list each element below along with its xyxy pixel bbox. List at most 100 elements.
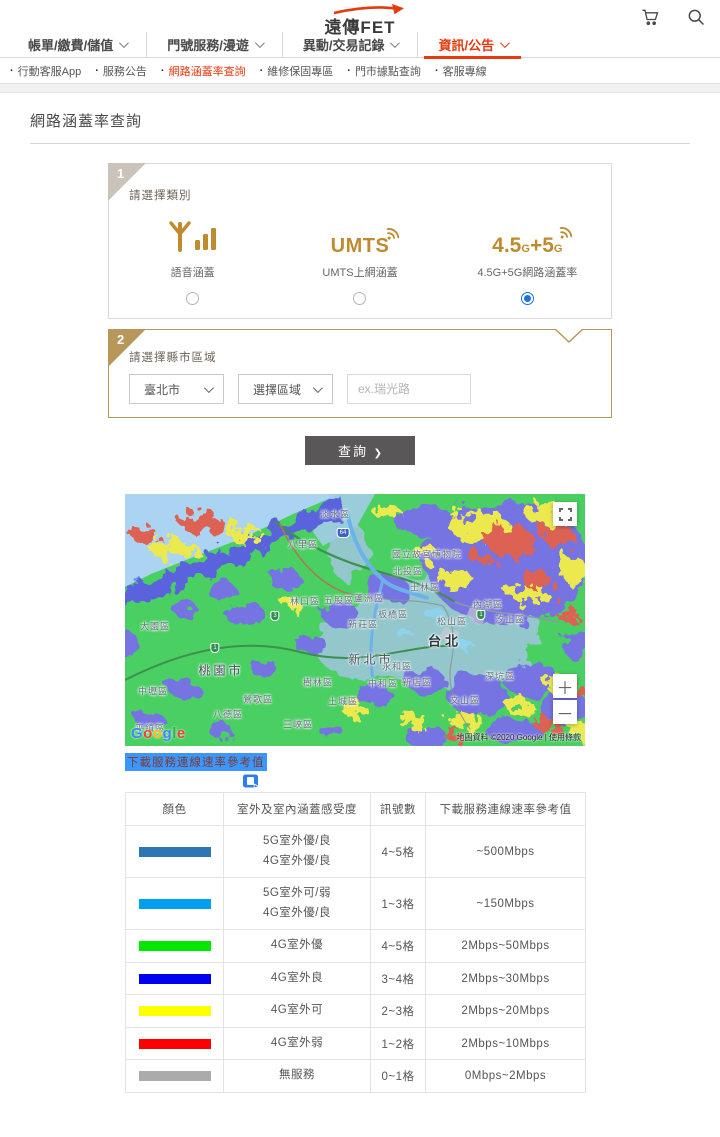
color-cell bbox=[125, 824, 224, 879]
experience-cell: 4G室外弱 bbox=[223, 1026, 371, 1061]
legend-row: 4G室外良 3~4格 2Mbps~30Mbps bbox=[125, 961, 586, 996]
nav-item[interactable]: 門號服務/漫遊 bbox=[146, 32, 282, 57]
nav-item[interactable]: 帳單/繳費/儲值 bbox=[8, 32, 146, 57]
bullet: · bbox=[95, 64, 99, 77]
voice-coverage-radio[interactable] bbox=[186, 292, 200, 305]
step1-corner-tab bbox=[108, 163, 146, 201]
logo-arrow-icon bbox=[333, 4, 404, 15]
map-place-label: 台北 bbox=[427, 633, 463, 649]
google-logo[interactable]: Google bbox=[131, 725, 186, 742]
page-title: 網路涵蓋率查詢 bbox=[30, 113, 143, 130]
district-select[interactable]: 選擇區域 bbox=[238, 374, 333, 404]
map-place-label: 五股區 bbox=[323, 595, 355, 606]
signal-cell: 3~4格 bbox=[370, 961, 426, 996]
map-place-label: 永和區 bbox=[381, 661, 413, 672]
col-header-experience: 室外及室內涵蓋感受度 bbox=[223, 792, 371, 826]
map-place-label: 松山區 bbox=[436, 616, 468, 627]
map-place-label: 平鎮區 bbox=[134, 723, 166, 734]
option-label: 語音涵蓋 bbox=[170, 267, 215, 279]
color-bar bbox=[138, 898, 211, 909]
nav-item[interactable]: 資訊/公告 bbox=[417, 32, 527, 59]
zoom-in-button[interactable]: ＋ bbox=[553, 674, 577, 698]
experience-cell: 5G室外可/弱 4G室外優/良 bbox=[223, 877, 371, 931]
step2-corner-tab bbox=[108, 329, 146, 367]
legend-row: 無服務 0~1格 0Mbps~2Mbps bbox=[125, 1059, 586, 1093]
color-cell bbox=[125, 994, 224, 1028]
wifi-arcs-icon bbox=[387, 228, 400, 240]
highway-shield-icon: 3 bbox=[270, 611, 280, 621]
legend-row: 5G室外可/弱 4G室外優/良 1~3格 ~150Mbps bbox=[125, 877, 586, 931]
search-icon[interactable] bbox=[686, 7, 706, 27]
color-cell bbox=[125, 1026, 224, 1061]
subnav-item[interactable]: · 門市據點查詢 bbox=[347, 63, 435, 79]
45g-5g-coverage-radio[interactable] bbox=[520, 292, 534, 305]
option-umts-coverage[interactable]: UMTS UMTS上網涵蓋 bbox=[276, 212, 443, 310]
street-input[interactable] bbox=[347, 374, 471, 404]
fullscreen-button[interactable] bbox=[553, 502, 577, 526]
map-place-label: 新莊區 bbox=[347, 619, 379, 630]
city-select[interactable]: 臺北市 bbox=[129, 374, 224, 404]
signal-cell: 2~3格 bbox=[370, 994, 426, 1028]
signal-cell: 1~2格 bbox=[370, 1026, 426, 1061]
map-place-label: 國立故宮博物院 bbox=[391, 549, 463, 560]
map-place-label: 八里區 bbox=[287, 539, 319, 550]
legend-row: 4G室外弱 1~2格 2Mbps~10Mbps bbox=[125, 1026, 586, 1061]
city-select-value: 臺北市 bbox=[144, 382, 181, 397]
speed-cell: 2Mbps~50Mbps bbox=[425, 929, 586, 963]
color-bar bbox=[138, 846, 211, 857]
col-header-speed: 下載服務連線速率參考值 bbox=[425, 792, 586, 826]
45g-5g-icon: 4.5 bbox=[492, 234, 522, 257]
legend-row: 5G室外優/良 4G室外優/良 4~5格 ~500Mbps bbox=[125, 824, 586, 879]
legend-row: 4G室外可 2~3格 2Mbps~20Mbps bbox=[125, 994, 586, 1028]
fet-logo[interactable]: 遠傳FET bbox=[314, 4, 406, 38]
subnav-item[interactable]: · 客服專線 bbox=[435, 63, 501, 79]
map-place-label: 中壢區 bbox=[137, 686, 169, 697]
fullscreen-icon bbox=[558, 507, 572, 521]
subnav-item-label: 客服專線 bbox=[442, 65, 487, 78]
legend-title: 下載服務連線速率參考值 bbox=[125, 753, 267, 771]
color-bar bbox=[138, 1071, 211, 1082]
google-logo-letter: e bbox=[176, 725, 186, 742]
terms-link[interactable]: 使用條款 bbox=[549, 733, 581, 742]
subnav-item[interactable]: · 網路涵蓋率查詢 bbox=[161, 63, 260, 79]
bullet: · bbox=[347, 64, 351, 77]
color-cell bbox=[125, 961, 224, 996]
subnav-item[interactable]: · 維修保固專區 bbox=[260, 63, 348, 79]
speed-cell: 2Mbps~30Mbps bbox=[425, 961, 586, 996]
map-place-label: 深坑區 bbox=[484, 671, 516, 682]
bullet: · bbox=[160, 64, 165, 77]
copy-selection-icon[interactable] bbox=[242, 774, 260, 790]
subnav-item[interactable]: · 服務公告 bbox=[95, 63, 161, 79]
main-nav: 帳單/繳費/儲值 門號服務/漫遊 異動/交易記錄 資訊/公告 bbox=[0, 32, 720, 59]
speed-cell: 0Mbps~2Mbps bbox=[425, 1059, 586, 1093]
chevron-right-icon: ❯ bbox=[373, 448, 383, 459]
step2-box: 2 請選擇縣市區域 臺北市 選擇區域 bbox=[108, 329, 612, 418]
speed-cell: 2Mbps~20Mbps bbox=[425, 994, 586, 1028]
option-voice-coverage[interactable]: 語音涵蓋 bbox=[109, 212, 276, 310]
umts-coverage-radio[interactable] bbox=[353, 292, 367, 305]
map-place-label: 中和區 bbox=[367, 678, 399, 689]
subnav-item[interactable]: · 行動客服App bbox=[10, 63, 95, 79]
umts-icon: UMTS bbox=[330, 235, 390, 257]
map-place-label: 新店區 bbox=[401, 677, 433, 688]
google-logo-letter: o bbox=[143, 725, 153, 742]
coverage-map[interactable]: 淡水區 八里區 國立故宮博物院 北投區 士林區 林口區 五股區 蘆洲區 內湖區 汐止區 松山區 板橋區… bbox=[125, 494, 585, 746]
wifi-arcs-icon bbox=[560, 227, 573, 239]
signal-cell: 0~1格 bbox=[370, 1059, 426, 1093]
query-button[interactable]: 查詢 ❯ bbox=[305, 436, 415, 465]
cart-icon[interactable] bbox=[640, 7, 660, 27]
option-label: UMTS上網涵蓋 bbox=[322, 267, 398, 279]
option-45g-5g-coverage[interactable]: 4.5G+5G 4.5G+5G網路涵蓋率 bbox=[444, 212, 611, 310]
nav-item[interactable]: 異動/交易記錄 bbox=[281, 32, 418, 57]
map-place-label: 林口區 bbox=[289, 596, 321, 607]
zoom-out-button[interactable]: － bbox=[553, 700, 577, 724]
signal-cell: 4~5格 bbox=[370, 824, 426, 879]
subnav-item-label: 行動客服App bbox=[17, 65, 82, 78]
map-place-label: 北投區 bbox=[392, 566, 424, 577]
map-place-label: 新北市 bbox=[348, 652, 394, 667]
google-logo-letter: o bbox=[152, 725, 163, 742]
map-place-label: 淡水區 bbox=[319, 509, 351, 520]
map-place-label: 汐止區 bbox=[494, 614, 526, 625]
map-place-label: 八德區 bbox=[212, 709, 244, 720]
subnav-item-label: 門市據點查詢 bbox=[354, 65, 421, 78]
